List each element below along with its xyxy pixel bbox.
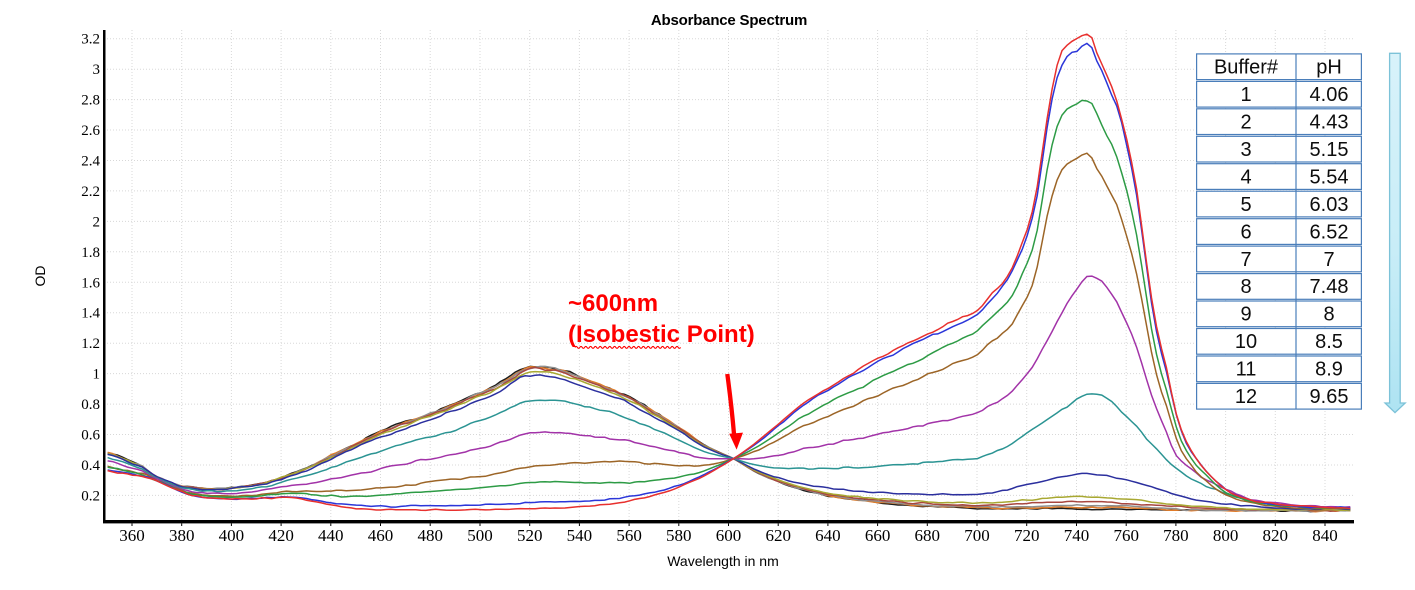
svg-text:480: 480	[417, 526, 443, 545]
svg-text:1: 1	[93, 367, 101, 383]
svg-text:0.4: 0.4	[81, 458, 100, 474]
svg-text:12: 12	[1235, 386, 1257, 408]
svg-text:3: 3	[1240, 139, 1251, 161]
svg-text:520: 520	[517, 526, 543, 545]
svg-text:2: 2	[1240, 112, 1251, 134]
svg-text:580: 580	[666, 526, 692, 545]
svg-text:820: 820	[1263, 526, 1289, 545]
svg-text:460: 460	[368, 526, 394, 545]
svg-text:7: 7	[1323, 249, 1334, 271]
svg-text:640: 640	[815, 526, 841, 545]
svg-text:6.52: 6.52	[1310, 221, 1349, 243]
svg-text:6.03: 6.03	[1310, 194, 1349, 216]
svg-text:440: 440	[318, 526, 344, 545]
svg-text:1.2: 1.2	[81, 336, 100, 352]
svg-text:Wavelength in nm: Wavelength in nm	[667, 553, 779, 569]
svg-text:7.48: 7.48	[1310, 276, 1349, 298]
svg-text:620: 620	[765, 526, 791, 545]
svg-text:11: 11	[1236, 359, 1257, 381]
svg-text:0.6: 0.6	[81, 428, 100, 444]
svg-text:7: 7	[1240, 249, 1251, 271]
svg-text:1.6: 1.6	[81, 275, 100, 291]
svg-text:8: 8	[1240, 276, 1251, 298]
svg-text:400: 400	[219, 526, 245, 545]
svg-text:2.4: 2.4	[81, 154, 100, 170]
svg-text:5: 5	[1240, 194, 1251, 216]
svg-text:4: 4	[1240, 166, 1251, 188]
svg-text:680: 680	[915, 526, 941, 545]
svg-text:420: 420	[268, 526, 294, 545]
svg-text:600: 600	[716, 526, 742, 545]
svg-text:3: 3	[93, 62, 101, 78]
svg-text:8.5: 8.5	[1315, 331, 1343, 353]
svg-text:500: 500	[467, 526, 493, 545]
svg-text:560: 560	[616, 526, 642, 545]
svg-text:10: 10	[1235, 331, 1257, 353]
svg-text:720: 720	[1014, 526, 1040, 545]
svg-text:OD: OD	[32, 266, 48, 287]
svg-text:Buffer#: Buffer#	[1214, 57, 1279, 79]
svg-text:1.8: 1.8	[81, 245, 100, 261]
svg-text:660: 660	[865, 526, 891, 545]
svg-text:800: 800	[1213, 526, 1239, 545]
svg-text:Absorbance Spectrum: Absorbance Spectrum	[651, 12, 807, 29]
svg-text:(Isobestic Point): (Isobestic Point)	[568, 321, 755, 348]
svg-text:4.43: 4.43	[1310, 112, 1349, 134]
svg-text:740: 740	[1064, 526, 1090, 545]
svg-text:2.6: 2.6	[81, 123, 100, 139]
svg-text:2: 2	[93, 214, 101, 230]
svg-text:1: 1	[1240, 84, 1251, 106]
svg-text:5.54: 5.54	[1310, 166, 1349, 188]
svg-text:8.9: 8.9	[1315, 359, 1343, 381]
svg-text:840: 840	[1312, 526, 1338, 545]
svg-text:9: 9	[1240, 304, 1251, 326]
svg-text:1.4: 1.4	[81, 306, 100, 322]
svg-text:0.8: 0.8	[81, 397, 100, 413]
svg-text:700: 700	[964, 526, 990, 545]
svg-text:pH: pH	[1316, 57, 1342, 79]
svg-text:540: 540	[567, 526, 593, 545]
svg-text:380: 380	[169, 526, 195, 545]
svg-text:3.2: 3.2	[81, 32, 100, 48]
svg-text:360: 360	[119, 526, 145, 545]
svg-text:8: 8	[1323, 304, 1334, 326]
svg-text:2.8: 2.8	[81, 93, 100, 109]
svg-text:0.2: 0.2	[81, 488, 100, 504]
svg-text:2.2: 2.2	[81, 184, 100, 200]
svg-text:6: 6	[1240, 221, 1251, 243]
svg-text:4.06: 4.06	[1310, 84, 1349, 106]
svg-text:760: 760	[1113, 526, 1139, 545]
svg-text:~600nm: ~600nm	[568, 290, 658, 317]
svg-text:780: 780	[1163, 526, 1189, 545]
svg-text:5.15: 5.15	[1310, 139, 1349, 161]
svg-text:9.65: 9.65	[1310, 386, 1349, 408]
